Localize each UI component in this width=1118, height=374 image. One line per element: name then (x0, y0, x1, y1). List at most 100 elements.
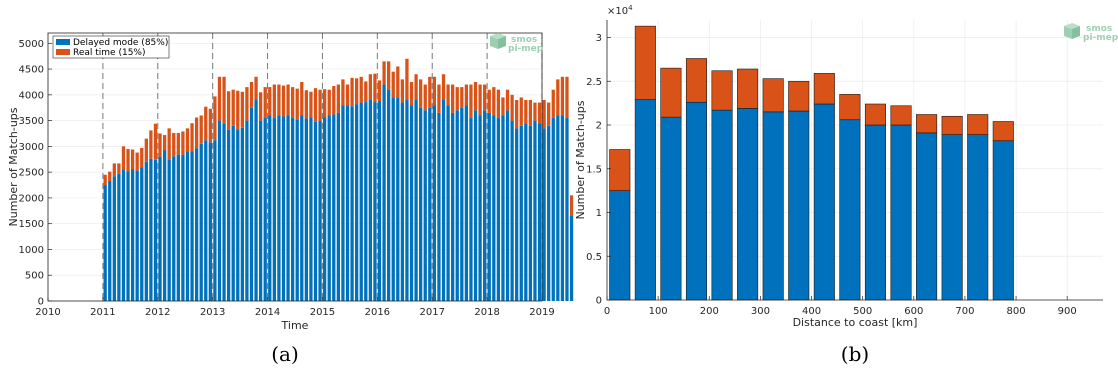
bar-delayed (295, 119, 299, 301)
bar-delayed (533, 120, 537, 301)
bar-realtime (290, 87, 295, 119)
bar-delayed (263, 118, 267, 302)
bar-realtime (121, 146, 126, 170)
bar-delayed (222, 123, 226, 301)
bar-delayed (685, 101, 708, 301)
panel-a-x-ticks: 2010 2011 2012 2013 2014 2015 2016 2017 2018 2019 (35, 297, 555, 318)
bar-delayed (341, 105, 345, 302)
bar-delayed (560, 115, 565, 301)
bar-realtime (382, 61, 386, 85)
bar-realtime (181, 131, 185, 155)
bar-realtime (483, 84, 487, 111)
bar-delayed (492, 115, 496, 301)
bar-realtime (295, 88, 299, 120)
panel-a-xtick-label: 2011 (90, 307, 115, 318)
panel-a-ytick-label: 1500 (19, 219, 44, 230)
bar-delayed (405, 100, 409, 301)
bar-delayed (551, 118, 555, 302)
bar-delayed (813, 103, 835, 301)
bar-realtime (941, 115, 963, 135)
bar-realtime (423, 84, 427, 111)
bar-delayed (432, 105, 437, 302)
bar-delayed (382, 84, 386, 302)
bar-realtime (377, 80, 382, 102)
bar-realtime (711, 70, 733, 111)
bar-realtime (473, 81, 478, 111)
panel-a-xtick-label: 2014 (255, 307, 280, 318)
bar-realtime (213, 96, 217, 141)
bar-delayed (300, 115, 304, 301)
bar-realtime (231, 89, 235, 126)
bar-realtime (839, 94, 861, 121)
panel-a-xtick-label: 2017 (419, 307, 444, 318)
bar-delayed (309, 117, 313, 302)
bar-realtime (140, 147, 144, 168)
bar-delayed (569, 215, 574, 301)
bar-delayed (464, 105, 469, 302)
bar-realtime (364, 81, 368, 103)
bar-realtime (103, 174, 107, 186)
bar-realtime (634, 25, 656, 100)
bar-delayed (487, 112, 491, 301)
bar-delayed (441, 100, 446, 301)
bar-delayed (185, 151, 190, 301)
bar-delayed (890, 124, 912, 301)
panel-a-ytick-label: 3000 (19, 142, 44, 153)
bar-realtime (510, 94, 514, 121)
panel-b-x-ticks: 0 100 200 300 400 500 600 700 800 900 (604, 296, 1077, 317)
bar-realtime (762, 78, 784, 113)
cube-logo-icon (1064, 23, 1080, 39)
panel-a-ytick-label: 2000 (19, 193, 44, 204)
bar-realtime (345, 84, 350, 106)
bar-realtime (199, 115, 203, 144)
bar-delayed (194, 148, 199, 301)
bar-delayed (217, 120, 222, 301)
bar-realtime (414, 74, 418, 100)
bar-delayed (660, 116, 682, 301)
bar-delayed (158, 156, 162, 301)
bar-realtime (992, 121, 1014, 142)
bar-realtime (515, 100, 519, 129)
bar-realtime (373, 73, 377, 103)
panel-a-ytick-label: 4500 (19, 65, 44, 76)
bar-realtime (318, 89, 322, 121)
bar-realtime (501, 97, 505, 116)
bar-realtime (217, 76, 222, 121)
logo-text-smos: smos (511, 35, 537, 45)
panel-b-xtick-label: 0 (604, 306, 610, 317)
bar-realtime (478, 84, 482, 116)
cube-logo-icon (490, 33, 506, 49)
bar-realtime (556, 79, 560, 116)
bar-realtime (432, 76, 437, 106)
bar-delayed (537, 123, 542, 301)
panel-a-ytick-label: 2500 (19, 168, 44, 179)
panel-a-xtick-label: 2018 (474, 307, 499, 318)
bar-delayed (423, 110, 427, 301)
bar-realtime (254, 76, 258, 100)
bar-realtime (519, 97, 523, 126)
panel-a-ytick-label: 3500 (19, 116, 44, 127)
bar-delayed (149, 158, 153, 301)
bar-realtime (391, 71, 395, 98)
bar-delayed (304, 118, 308, 301)
panel-b-x-axis-label: Distance to coast [km] (793, 316, 918, 329)
bar-delayed (290, 118, 295, 302)
bar-realtime (537, 102, 542, 124)
panel-a-ytick-label: 1000 (19, 245, 44, 256)
bar-realtime (281, 85, 286, 117)
bar-delayed (510, 120, 514, 301)
panel-b-logo: smos pi-mep (1064, 23, 1118, 43)
panel-b-xtick-label: 900 (1058, 306, 1077, 317)
bar-realtime (409, 81, 414, 106)
bar-delayed (245, 120, 249, 301)
panel-b-xtick-label: 100 (649, 306, 668, 317)
bar-realtime (130, 149, 135, 170)
bar-delayed (864, 124, 886, 301)
legend-label-delayed: Delayed mode (85%) (73, 38, 168, 48)
legend-swatch-realtime (56, 49, 70, 55)
bar-realtime (569, 195, 574, 216)
bar-realtime (890, 105, 912, 126)
bar-realtime (194, 117, 199, 149)
bar-delayed (108, 180, 112, 301)
bar-delayed (505, 110, 510, 301)
